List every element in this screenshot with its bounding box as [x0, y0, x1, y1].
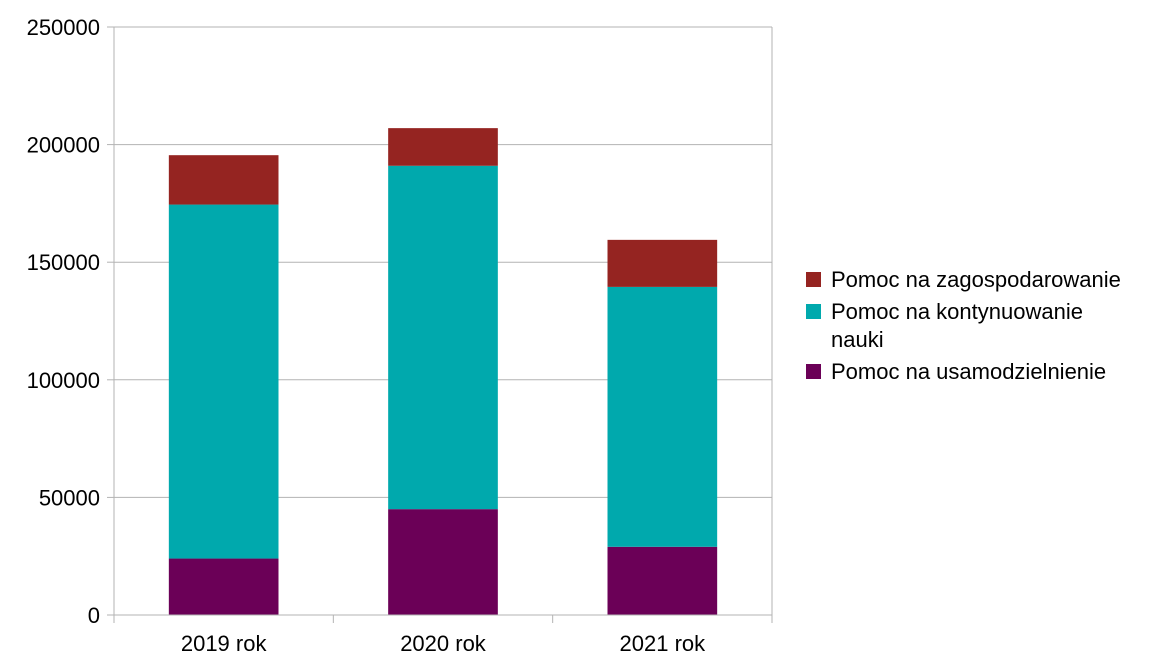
bar-segment: [607, 239, 718, 287]
bar-segment: [168, 155, 279, 205]
bar-segment: [168, 558, 279, 615]
y-tick-label: 50000: [39, 485, 100, 510]
y-tick-label: 100000: [27, 368, 100, 393]
y-tick-label: 200000: [27, 133, 100, 158]
bar-segment: [607, 286, 718, 547]
legend: Pomoc na zagospodarowanie Pomoc na kontyn…: [806, 267, 1121, 384]
legend-swatch: [806, 304, 821, 319]
y-tick-label: 150000: [27, 250, 100, 275]
axes: 0 50000 100000 150000 200000 250000 2019 rok 20…: [27, 15, 773, 656]
x-tick-label: 2020 rok: [400, 631, 487, 656]
legend-label: Pomoc na usamodzielnienie: [831, 359, 1106, 384]
legend-label: Pomoc na kontynuowanie: [831, 299, 1083, 324]
bar-segment: [388, 165, 498, 510]
bar-segment: [607, 546, 718, 615]
legend-label: nauki: [831, 327, 884, 352]
x-tick-label: 2019 rok: [181, 631, 268, 656]
bar-segment: [388, 509, 498, 615]
bar-segment: [168, 204, 279, 559]
y-tick-label: 0: [88, 603, 100, 628]
legend-swatch: [806, 272, 821, 287]
y-tick-label: 250000: [27, 15, 100, 40]
x-tick-label: 2021 rok: [620, 631, 707, 656]
bar-segment: [388, 128, 498, 166]
legend-label: Pomoc na zagospodarowanie: [831, 267, 1121, 292]
legend-swatch: [806, 364, 821, 379]
bars: [168, 128, 718, 615]
